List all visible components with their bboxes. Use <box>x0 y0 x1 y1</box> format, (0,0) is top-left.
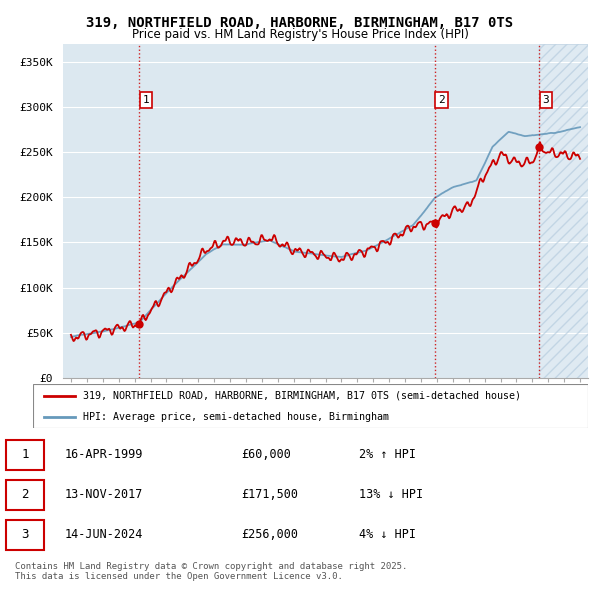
Text: 319, NORTHFIELD ROAD, HARBORNE, BIRMINGHAM, B17 0TS: 319, NORTHFIELD ROAD, HARBORNE, BIRMINGH… <box>86 16 514 30</box>
Text: £256,000: £256,000 <box>241 528 298 541</box>
FancyBboxPatch shape <box>6 480 44 510</box>
Text: £60,000: £60,000 <box>241 448 291 461</box>
Text: £171,500: £171,500 <box>241 489 298 502</box>
Text: 2: 2 <box>438 95 445 105</box>
Text: Contains HM Land Registry data © Crown copyright and database right 2025.
This d: Contains HM Land Registry data © Crown c… <box>15 562 407 581</box>
Text: 1: 1 <box>22 448 29 461</box>
Text: Price paid vs. HM Land Registry's House Price Index (HPI): Price paid vs. HM Land Registry's House … <box>131 28 469 41</box>
FancyBboxPatch shape <box>6 520 44 550</box>
Text: 2: 2 <box>22 489 29 502</box>
Text: 13-NOV-2017: 13-NOV-2017 <box>65 489 143 502</box>
FancyBboxPatch shape <box>6 440 44 470</box>
Text: 3: 3 <box>542 95 550 105</box>
Text: 319, NORTHFIELD ROAD, HARBORNE, BIRMINGHAM, B17 0TS (semi-detached house): 319, NORTHFIELD ROAD, HARBORNE, BIRMINGH… <box>83 391 521 401</box>
Text: 16-APR-1999: 16-APR-1999 <box>65 448 143 461</box>
Text: 2% ↑ HPI: 2% ↑ HPI <box>359 448 416 461</box>
Text: 13% ↓ HPI: 13% ↓ HPI <box>359 489 423 502</box>
Text: 14-JUN-2024: 14-JUN-2024 <box>65 528 143 541</box>
Text: 1: 1 <box>142 95 149 105</box>
Text: HPI: Average price, semi-detached house, Birmingham: HPI: Average price, semi-detached house,… <box>83 412 389 422</box>
Text: 3: 3 <box>22 528 29 541</box>
Text: 4% ↓ HPI: 4% ↓ HPI <box>359 528 416 541</box>
